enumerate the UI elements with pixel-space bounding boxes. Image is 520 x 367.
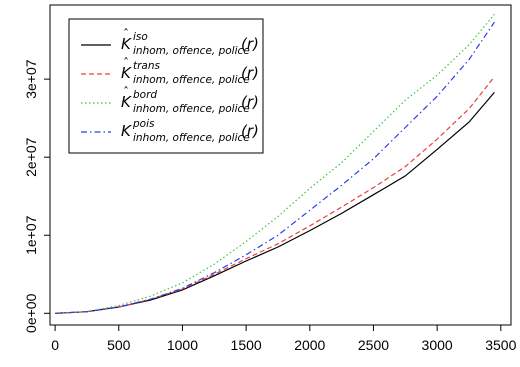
- legend-subscript: inhom, offence, police: [133, 45, 250, 57]
- legend-symbol: K: [121, 122, 132, 140]
- series-line-bord: [55, 14, 495, 314]
- legend-subscript: inhom, offence, police: [133, 74, 250, 86]
- legend-argument: (r): [241, 64, 259, 82]
- x-axis: 0 500 1000 1500 2000 2500 3000 3500: [51, 325, 517, 353]
- legend-entry-iso: Kˆ iso inhom, offence, police(r): [121, 27, 259, 57]
- x-tick-label: 2000: [294, 337, 325, 353]
- legend-symbol: K: [121, 64, 132, 82]
- x-tick-label: 0: [51, 337, 59, 353]
- legend-entry-bord: Kˆ bord inhom, offence, police(r): [121, 85, 259, 115]
- legend-superscript: iso: [133, 31, 148, 43]
- x-tick-label: 3500: [485, 337, 516, 353]
- legend-subscript: inhom, offence, police: [133, 132, 250, 144]
- y-axis: 0e+00 1e+07 2e+07 3e+07: [23, 59, 50, 333]
- legend-hat-accent: ˆ: [123, 85, 129, 99]
- plot-frame: [49, 4, 512, 326]
- legend-argument: (r): [241, 93, 259, 111]
- y-tick-label: 3e+07: [23, 59, 39, 99]
- y-tick-label: 1e+07: [23, 215, 39, 255]
- legend-hat-accent: ˆ: [123, 27, 129, 41]
- legend-symbol: K: [121, 93, 132, 111]
- series-lines: [55, 14, 495, 314]
- legend-symbol: K: [121, 35, 132, 53]
- x-tick-label: 1000: [167, 337, 198, 353]
- y-tick-label: 0e+00: [23, 293, 39, 333]
- x-tick-label: 3000: [422, 337, 453, 353]
- series-line-trans: [55, 76, 495, 314]
- series-line-pois: [55, 21, 495, 314]
- legend-superscript: pois: [132, 118, 155, 130]
- legend-superscript: trans: [133, 60, 161, 72]
- legend-superscript: bord: [133, 89, 157, 101]
- legend-box: [68, 18, 264, 154]
- legend-hat-accent: ˆ: [123, 56, 129, 70]
- x-tick-label: 1500: [231, 337, 262, 353]
- legend-subscript: inhom, offence, police: [133, 103, 250, 115]
- legend-argument: (r): [241, 35, 259, 53]
- x-tick-label: 500: [107, 337, 131, 353]
- legend-entry-trans: Kˆ trans inhom, offence, police(r): [121, 56, 259, 86]
- y-tick-label: 2e+07: [23, 137, 39, 177]
- x-tick-label: 2500: [358, 337, 389, 353]
- legend-argument: (r): [241, 122, 259, 140]
